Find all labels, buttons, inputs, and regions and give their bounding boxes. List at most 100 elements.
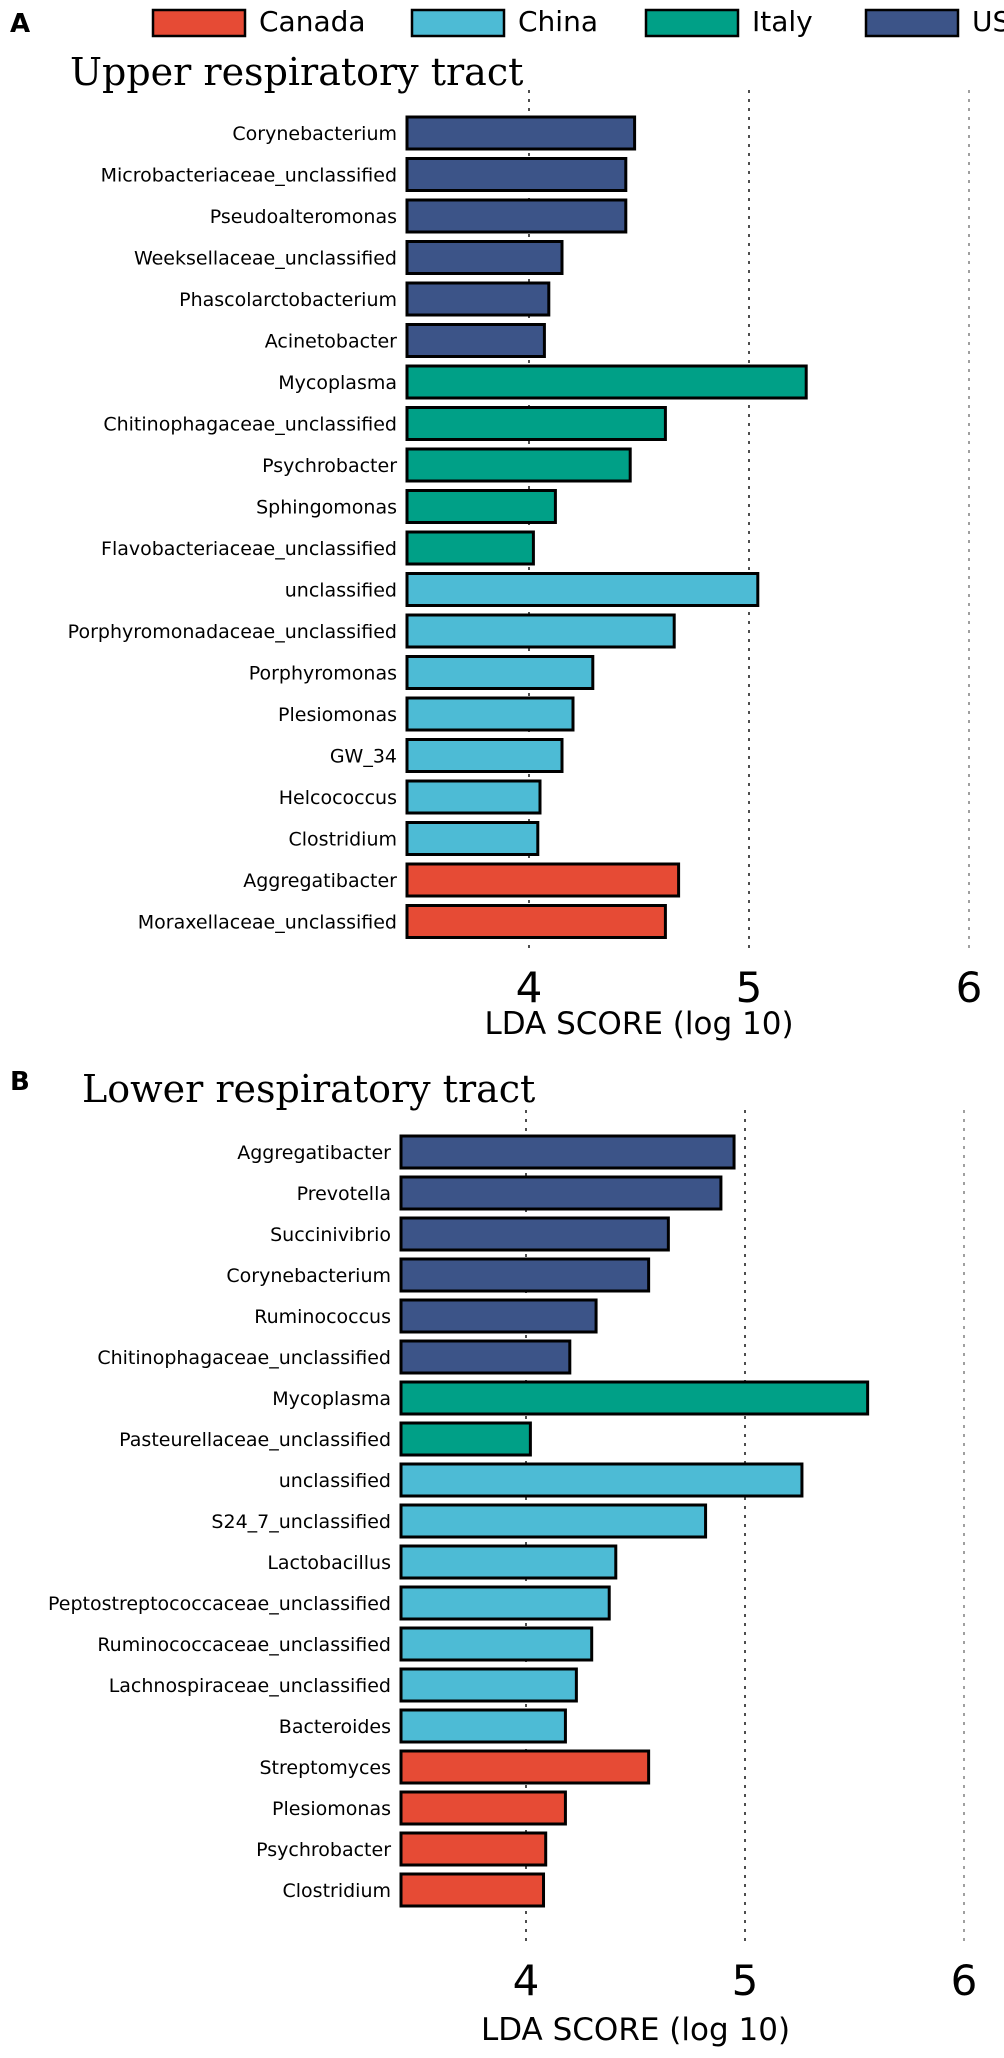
bar-flavobacteriaceae-unclassified <box>405 530 535 566</box>
legend-label: Italy <box>752 5 813 38</box>
panel-label: A <box>10 9 30 39</box>
bar-corynebacterium <box>405 115 637 151</box>
bar-gw-34 <box>405 738 564 773</box>
x-axis-label: LDA SCORE (log 10) <box>484 1006 793 1042</box>
bar-aggregatibacter <box>399 1134 736 1170</box>
bars: Corynebacterium Microbacteriaceae_unclass… <box>68 115 808 939</box>
legend-label: USA <box>972 5 1004 38</box>
bar-lachnospiraceae-unclassified <box>399 1667 578 1703</box>
category-label: Weeksellaceae_unclassified <box>134 248 397 270</box>
tick-label-5: 5 <box>736 963 763 1012</box>
category-label: Sphingomonas <box>256 497 397 519</box>
category-label: GW_34 <box>330 746 397 768</box>
bar-phascolarctobacterium <box>405 281 551 317</box>
bar-bacteroides <box>399 1708 567 1744</box>
tick-label-6: 6 <box>951 1956 978 2005</box>
bar-microbacteriaceae-unclassified <box>405 157 628 192</box>
bar-moraxellaceae-unclassified <box>405 904 667 939</box>
chart-title: Upper respiratory tract <box>70 50 523 94</box>
category-label: Plesiomonas <box>272 1798 391 1820</box>
category-label: Chitinophagaceae_unclassified <box>97 1347 391 1369</box>
category-label: Psychrobacter <box>256 1839 391 1861</box>
bar-pasteurellaceae-unclassified <box>399 1421 532 1457</box>
category-label: Lachnospiraceae_unclassified <box>109 1675 391 1697</box>
chart-title: Lower respiratory tract <box>82 1067 535 1111</box>
category-label: Prevotella <box>297 1183 391 1205</box>
bar-mycoplasma <box>405 364 808 400</box>
bar-psychrobacter <box>399 1831 548 1867</box>
category-label: Corynebacterium <box>226 1265 391 1287</box>
bar-ruminococcus <box>399 1298 598 1334</box>
panel-a: A Upper respiratory tract Corynebacterium M… <box>10 9 982 1042</box>
bar-porphyromonadaceae-unclassified <box>405 613 676 649</box>
bar-psychrobacter <box>405 447 632 483</box>
category-label: Mycoplasma <box>278 372 397 394</box>
category-label: Ruminococcus <box>254 1306 391 1328</box>
bar-clostridium <box>399 1872 546 1908</box>
bar-lactobacillus <box>399 1544 618 1580</box>
category-label: Phascolarctobacterium <box>179 289 397 311</box>
legend-swatch <box>151 8 247 38</box>
category-label: Mycoplasma <box>272 1388 391 1410</box>
bars: Aggregatibacter Prevotella Succinivibrio Co… <box>48 1134 870 1908</box>
legend-label: Canada <box>259 5 366 38</box>
category-label: Plesiomonas <box>278 704 397 726</box>
legend-swatch <box>644 8 740 38</box>
bar-prevotella <box>399 1175 723 1211</box>
category-label: Moraxellaceae_unclassified <box>138 912 397 934</box>
bar-weeksellaceae-unclassified <box>405 240 564 275</box>
category-label: Corynebacterium <box>232 123 397 145</box>
category-label: Porphyromonadaceae_unclassified <box>68 621 397 643</box>
category-label: Aggregatibacter <box>243 870 397 892</box>
category-label: unclassified <box>279 1470 391 1492</box>
category-label: Lactobacillus <box>267 1552 391 1574</box>
legend: Canada China Italy USA <box>151 5 1004 38</box>
x-axis-label: LDA SCORE (log 10) <box>481 2012 790 2048</box>
bar-clostridium <box>405 821 540 856</box>
bar-chitinophagaceae-unclassified <box>399 1339 572 1375</box>
legend-item-canada: Canada <box>151 5 366 38</box>
category-label: Pasteurellaceae_unclassified <box>119 1429 391 1451</box>
bar-mycoplasma <box>399 1380 870 1416</box>
category-label: Clostridium <box>283 1880 392 1902</box>
category-label: Clostridium <box>289 829 398 851</box>
panel-b: B Lower respiratory tract Aggregatibacter P… <box>10 1067 977 2048</box>
panel-label: B <box>10 1067 30 1097</box>
bar-acinetobacter <box>405 323 546 358</box>
tick-label-5: 5 <box>732 1956 759 2005</box>
bar-helcococcus <box>405 779 542 815</box>
bar-chitinophagaceae-unclassified <box>405 406 667 441</box>
bar-s24-7-unclassified <box>399 1503 708 1539</box>
category-label: Helcococcus <box>279 787 397 809</box>
bar-pseudoalteromonas <box>405 198 628 234</box>
bar-plesiomonas <box>399 1790 567 1826</box>
category-label: Pseudoalteromonas <box>210 206 397 228</box>
category-label: Chitinophagaceae_unclassified <box>103 414 397 436</box>
category-label: Peptostreptococcaceae_unclassified <box>48 1593 391 1615</box>
bar-plesiomonas <box>405 696 575 732</box>
bar-aggregatibacter <box>405 862 681 898</box>
tick-label-4: 4 <box>516 963 543 1012</box>
tick-label-4: 4 <box>513 1956 540 2005</box>
legend-swatch <box>864 8 960 38</box>
legend-item-usa: USA <box>864 5 1004 38</box>
bar-unclassified <box>399 1462 804 1498</box>
category-label: Bacteroides <box>279 1716 391 1738</box>
category-label: Ruminococcaceae_unclassified <box>97 1634 391 1656</box>
category-label: Succinivibrio <box>270 1224 391 1246</box>
category-label: Porphyromonas <box>249 663 397 685</box>
bar-succinivibrio <box>399 1216 670 1252</box>
category-label: Acinetobacter <box>265 331 397 353</box>
bar-porphyromonas <box>405 655 595 690</box>
category-label: S24_7_unclassified <box>211 1511 391 1533</box>
legend-item-italy: Italy <box>644 5 813 38</box>
category-label: Flavobacteriaceae_unclassified <box>101 538 397 560</box>
legend-label: China <box>518 5 598 38</box>
bar-ruminococcaceae-unclassified <box>399 1626 594 1662</box>
tick-label-6: 6 <box>956 963 983 1012</box>
bar-sphingomonas <box>405 489 557 524</box>
legend-swatch <box>410 8 506 38</box>
bar-corynebacterium <box>399 1257 651 1293</box>
category-label: Aggregatibacter <box>237 1142 391 1164</box>
